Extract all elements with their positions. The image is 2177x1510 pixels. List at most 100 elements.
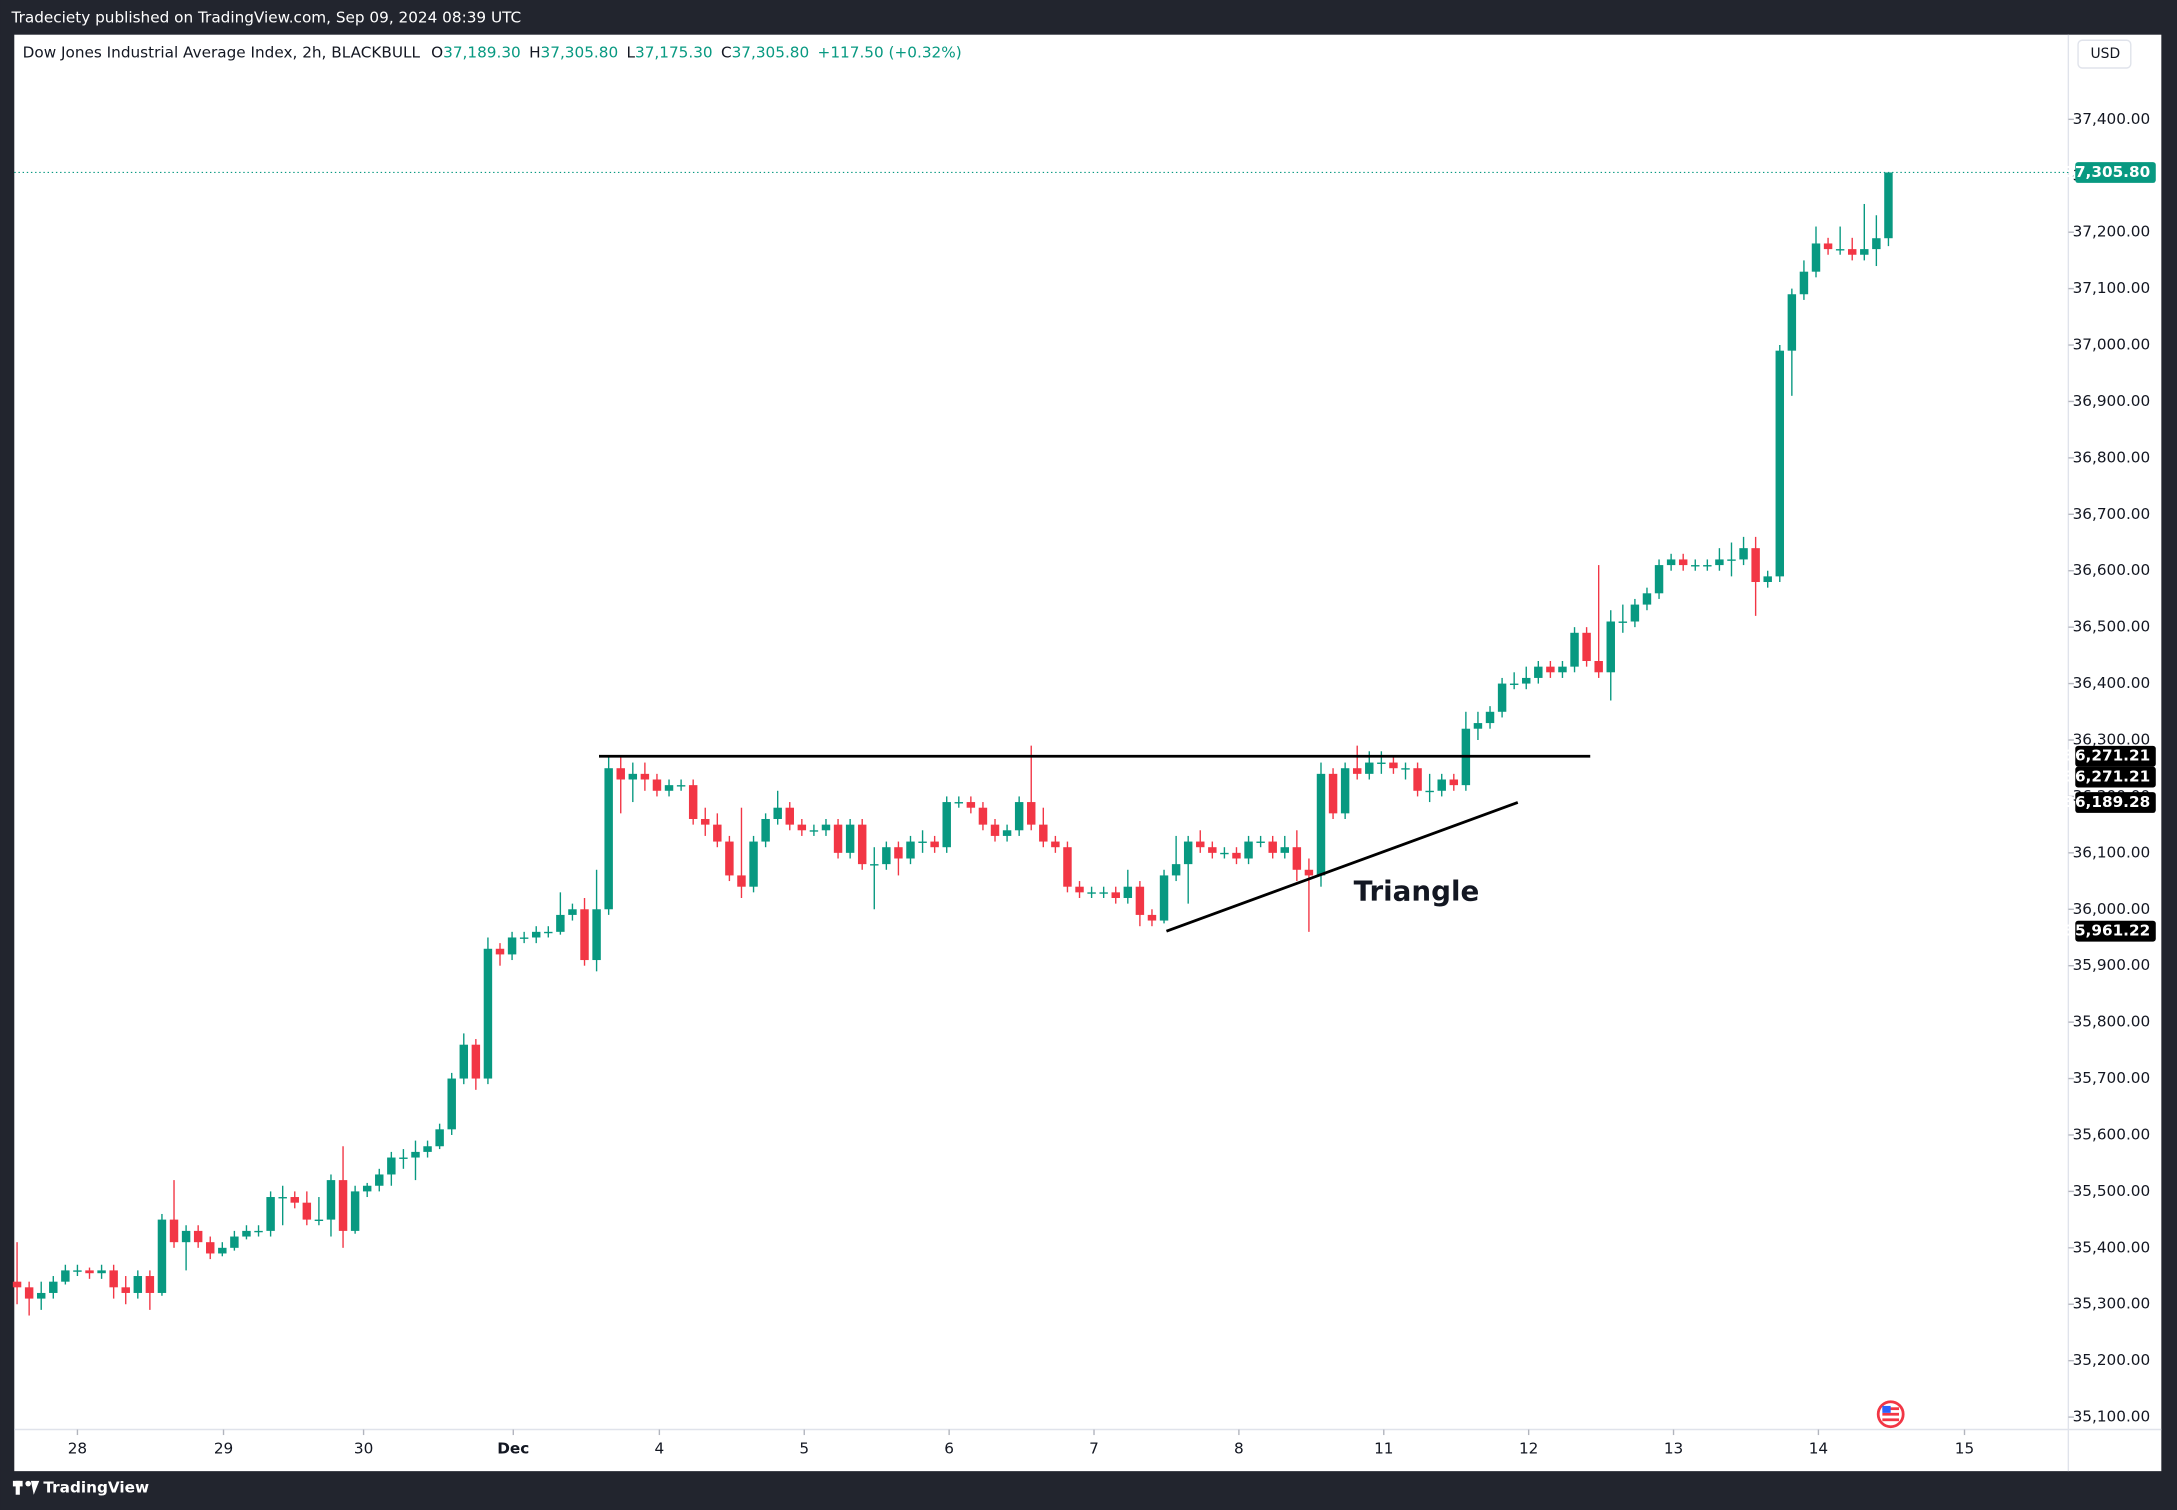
candle-body — [761, 818, 770, 842]
currency[interactable]: USD — [2091, 46, 2121, 62]
candle-body — [1244, 841, 1253, 859]
candle-body — [278, 1197, 287, 1199]
candle-body — [495, 948, 505, 955]
legend-change: +117.50 (+0.32%) — [818, 43, 962, 61]
x-tick-label: 7 — [1089, 1439, 1099, 1457]
candle-body — [375, 1174, 384, 1186]
y-tick-label: 35,800.00 — [2073, 1013, 2151, 1031]
y-tick-label: 36,300.00 — [2073, 730, 2151, 748]
x-tick-label: Dec — [497, 1439, 529, 1457]
candle-body — [1835, 249, 1845, 251]
candle-body — [1425, 790, 1434, 793]
candle-body — [1630, 604, 1640, 622]
candle-body — [1594, 661, 1603, 673]
candle-body — [821, 824, 831, 831]
candle-body — [145, 1276, 155, 1293]
candle-body — [725, 841, 734, 876]
y-tick-label: 36,600.00 — [2073, 561, 2151, 579]
legend-value: 37,305.80 — [732, 43, 810, 61]
candle-body — [109, 1270, 118, 1288]
candle-body — [1860, 249, 1869, 255]
candle-body — [230, 1236, 239, 1248]
candle-body — [1751, 548, 1760, 583]
candle-body — [1413, 768, 1422, 791]
candle-body — [616, 768, 625, 780]
legend-text: Dow Jones Industrial Average Index, 2h, … — [23, 43, 962, 61]
candle-body — [447, 1078, 456, 1130]
candle-body — [459, 1044, 469, 1079]
annotation: Triangle — [1354, 874, 1480, 907]
legend-value: 37,175.30 — [635, 43, 713, 61]
candle-body — [1691, 565, 1700, 567]
candle-body — [1039, 824, 1048, 842]
candle-body — [701, 818, 710, 825]
candle-body — [652, 779, 662, 791]
candle-body — [1558, 666, 1567, 673]
candle-body — [387, 1157, 396, 1175]
candle-body — [978, 807, 988, 825]
candle-body — [592, 909, 601, 961]
candle-body — [1606, 621, 1615, 673]
candle-body — [169, 1219, 179, 1243]
candle-body — [435, 1129, 444, 1147]
legend-key: H — [529, 43, 540, 61]
candle-body — [531, 931, 541, 938]
candle-body — [1340, 768, 1350, 814]
candle-body — [676, 785, 686, 787]
candle-body — [942, 802, 951, 848]
x-tick-label: 15 — [1955, 1439, 1974, 1457]
y-tick-label: 35,600.00 — [2073, 1125, 2151, 1143]
price-tag-label: 37,305.80 — [2064, 163, 2150, 181]
legend-key: L — [626, 43, 635, 61]
y-tick-label: 37,000.00 — [2073, 336, 2151, 354]
candle-body — [1159, 875, 1169, 921]
y-tick-label: 37,100.00 — [2073, 279, 2151, 297]
candle-body — [411, 1151, 420, 1158]
candle-body — [1884, 172, 1893, 239]
candle-body — [1775, 350, 1785, 577]
legend-key: O — [431, 43, 443, 61]
candle-body — [362, 1185, 372, 1192]
candle-body — [833, 824, 843, 853]
candle-body — [1437, 779, 1446, 791]
candle-body — [1534, 666, 1543, 678]
candle-body — [990, 824, 1000, 836]
candle-body — [1051, 841, 1060, 848]
candle-body — [290, 1197, 299, 1203]
price-tag — [2075, 920, 2156, 942]
candle-body — [1473, 723, 1483, 729]
candle-body — [1183, 841, 1193, 865]
candle-body — [1666, 559, 1676, 566]
y-tick-label: 36,500.00 — [2073, 618, 2151, 636]
x-tick-label: 13 — [1664, 1439, 1683, 1457]
candle-body — [1087, 892, 1096, 894]
candle-body — [809, 830, 819, 832]
brand: TradingView — [43, 1478, 149, 1496]
price-tag-label: 36,189.28 — [2064, 793, 2150, 811]
candle-body — [24, 1287, 34, 1299]
candle-body — [483, 948, 493, 1079]
candle-body — [1063, 847, 1072, 887]
candle-body — [845, 824, 855, 853]
y-tick-label: 36,700.00 — [2073, 505, 2151, 523]
candle-body — [785, 807, 794, 825]
currency-button[interactable] — [2077, 39, 2132, 69]
candle-body — [1389, 762, 1398, 769]
candle-body — [1642, 593, 1652, 605]
candle-body — [1787, 294, 1797, 351]
candle-body — [1280, 847, 1289, 853]
x-tick-label: 12 — [1519, 1439, 1538, 1457]
candle-body — [519, 937, 529, 939]
candle-body — [314, 1219, 324, 1221]
candle-body — [1449, 779, 1459, 786]
candle-body — [1352, 768, 1362, 774]
y-tick-label: 36,400.00 — [2073, 674, 2151, 692]
candle-body — [97, 1270, 106, 1274]
candle-body — [1401, 768, 1410, 770]
candle-body — [1220, 852, 1229, 855]
candle-body — [266, 1197, 275, 1231]
candle-body — [1075, 886, 1084, 893]
candle-body — [73, 1270, 82, 1272]
candle-body — [544, 931, 553, 934]
